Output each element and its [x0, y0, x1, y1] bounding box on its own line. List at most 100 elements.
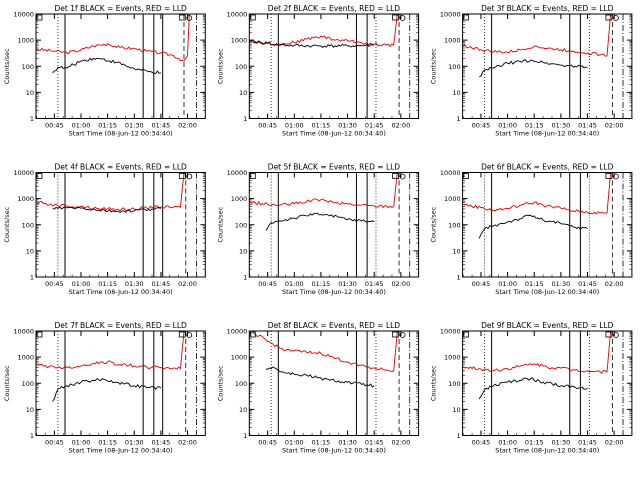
y-tick-label: 1000: [231, 37, 248, 45]
series-lld-line: [249, 14, 398, 48]
x-tick-label: 00:45: [45, 439, 64, 447]
y-tick-label: 10: [239, 89, 247, 97]
corner-circle-marker: [399, 15, 406, 21]
y-axis-label: Counts/sec: [216, 48, 224, 84]
x-tick-label: 02:00: [391, 280, 410, 288]
y-tick-label: 10000: [13, 169, 34, 177]
corner-box-marker: [463, 173, 470, 179]
y-tick-label: 100: [448, 221, 460, 229]
x-tick-label: 01:45: [578, 439, 597, 447]
panel-5: Det 5f BLACK = Events, RED = LLD 1 10 100 10…: [216, 163, 420, 296]
y-tick-label: 10000: [440, 11, 461, 19]
chart-title: Det 3f BLACK = Events, RED = LLD: [481, 4, 614, 13]
corner-circle-marker: [613, 15, 619, 21]
x-tick-label: 01:45: [365, 439, 384, 447]
x-tick-label: 01:00: [72, 439, 91, 447]
series-lld-line: [36, 14, 190, 62]
corner-box-marker: [249, 331, 256, 338]
corner-circle-marker: [186, 173, 193, 180]
x-axis-label: Start Time (08-Jun-12 00:34:40): [69, 447, 173, 455]
corner-circle-marker: [399, 332, 406, 338]
y-tick-label: 10: [452, 89, 460, 97]
x-tick-label: 01:45: [578, 122, 597, 130]
corner-box-marker: [605, 173, 613, 179]
y-tick-label: 10: [26, 406, 34, 414]
y-tick-label: 1000: [17, 195, 34, 203]
chart-title: Det 7f BLACK = Events, RED = LLD: [55, 321, 188, 330]
y-tick-label: 1000: [444, 37, 461, 45]
y-tick-label: 100: [448, 380, 460, 388]
x-axis-label: Start Time (08-Jun-12 00:34:40): [495, 447, 599, 455]
corner-box-marker: [249, 173, 256, 179]
corner-circle-marker: [613, 173, 619, 180]
y-axis-label: Counts/sec: [3, 365, 11, 401]
corner-circle-marker: [613, 332, 619, 338]
y-tick-label: 10: [452, 406, 460, 414]
chart-title: Det 8f BLACK = Events, RED = LLD: [268, 321, 401, 330]
y-tick-label: 10: [239, 406, 247, 414]
x-axis-label: Start Time (08-Jun-12 00:34:40): [282, 447, 386, 455]
panel-4: Det 4f BLACK = Events, RED = LLD 1 10 100 10…: [3, 163, 206, 296]
corner-circle-marker: [399, 173, 406, 180]
series-events-line: [479, 59, 588, 78]
y-tick-label: 1: [456, 115, 460, 123]
y-axis-label: Counts/sec: [3, 48, 11, 84]
x-axis-label: Start Time (08-Jun-12 00:34:40): [282, 130, 386, 138]
y-tick-label: 10: [26, 247, 34, 255]
y-axis-label: Counts/sec: [216, 365, 224, 401]
y-tick-label: 10000: [440, 328, 461, 336]
x-tick-label: 01:15: [98, 280, 117, 288]
y-tick-label: 10000: [227, 169, 248, 177]
x-axis-label: Start Time (08-Jun-12 00:34:40): [69, 288, 173, 296]
x-tick-label: 01:00: [72, 280, 91, 288]
corner-box-marker: [605, 14, 613, 21]
x-tick-label: 01:00: [498, 122, 517, 130]
series-events-line: [478, 214, 588, 239]
panel-8: Det 8f BLACK = Events, RED = LLD 1 10 100 10…: [216, 321, 420, 455]
corner-circle-marker: [186, 15, 193, 21]
y-tick-label: 1000: [231, 195, 248, 203]
chart-title: Det 1f BLACK = Events, RED = LLD: [55, 4, 188, 13]
x-tick-label: 02:00: [605, 439, 624, 447]
y-tick-label: 10000: [227, 11, 248, 19]
y-tick-label: 1: [456, 274, 460, 282]
y-tick-label: 10000: [13, 11, 34, 19]
x-tick-label: 01:15: [525, 439, 544, 447]
y-tick-label: 1000: [17, 354, 34, 362]
y-tick-label: 100: [22, 63, 34, 71]
y-tick-label: 10000: [227, 328, 248, 336]
panel-6: Det 6f BLACK = Events, RED = LLD 1 10 100 10…: [430, 163, 633, 296]
y-tick-label: 10: [452, 247, 460, 255]
series-lld-line: [462, 331, 612, 374]
y-tick-label: 1: [243, 115, 247, 123]
panel-1: Det 1f BLACK = Events, RED = LLD 1 10 100 10…: [3, 4, 206, 138]
y-tick-label: 100: [22, 380, 34, 388]
corner-box-marker: [178, 14, 186, 21]
series-events-line: [52, 378, 162, 402]
x-tick-label: 00:45: [258, 439, 277, 447]
x-tick-label: 01:45: [365, 280, 384, 288]
x-tick-label: 01:30: [551, 280, 570, 288]
series-events-line: [478, 377, 588, 400]
corner-box-marker: [36, 173, 43, 179]
y-tick-label: 1000: [444, 354, 461, 362]
y-tick-label: 1000: [444, 195, 461, 203]
y-axis-label: Counts/sec: [3, 206, 11, 242]
x-tick-label: 02:00: [178, 280, 197, 288]
x-tick-label: 01:00: [285, 439, 304, 447]
series-lld-line: [36, 331, 185, 370]
y-tick-label: 10000: [440, 169, 461, 177]
x-tick-label: 01:45: [152, 439, 171, 447]
series-events-line: [52, 206, 162, 214]
x-tick-label: 02:00: [605, 122, 624, 130]
y-tick-label: 1: [243, 432, 247, 440]
x-tick-label: 01:30: [338, 439, 357, 447]
x-tick-label: 01:30: [551, 122, 570, 130]
series-events-line: [265, 212, 375, 231]
y-tick-label: 1: [456, 432, 460, 440]
x-axis-label: Start Time (08-Jun-12 00:34:40): [495, 130, 599, 138]
x-tick-label: 00:45: [472, 280, 491, 288]
corner-box-marker: [463, 14, 470, 21]
x-tick-label: 01:15: [312, 439, 331, 447]
